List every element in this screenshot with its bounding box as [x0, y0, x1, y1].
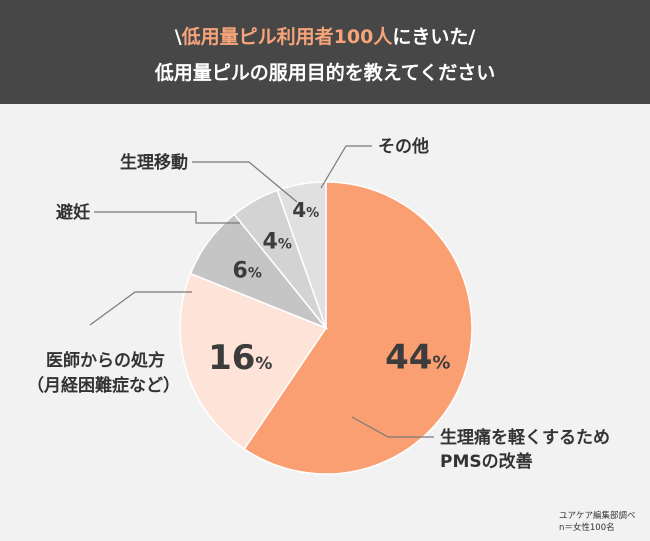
pie-slice [243, 181, 473, 475]
header-line-1: \低用量ピル利用者100人にきいた/ [0, 22, 650, 49]
sample-text: n＝女性100名 [559, 523, 615, 533]
category-label: その他 [378, 136, 429, 157]
source-text: ユアケア編集部調べ [559, 511, 636, 521]
header-slash-open: \ [174, 26, 182, 48]
category-labels: 生理痛を軽くするため PMSの改善 医師からの処方 （月経困難症など） 避妊 生理移動 その… [27, 136, 610, 472]
leader-lines [89, 145, 434, 438]
source-credit: ユアケア編集部調べ n＝女性100名 [559, 510, 636, 534]
category-label: 生理痛を軽くするため [440, 427, 610, 448]
leader-line [89, 291, 192, 326]
percent-label: 44% [385, 337, 450, 377]
category-label: 避妊 [56, 202, 90, 223]
chart-title: 低用量ピルの服用目的を教えてください [154, 62, 496, 84]
percent-labels: 44%16%6%4%4% [208, 198, 450, 378]
category-label: （月経困難症など） [27, 375, 180, 396]
category-label: 医師からの処方 [46, 350, 165, 371]
chart-header: \低用量ピル利用者100人にきいた/ 低用量ピルの服用目的を教えてください [0, 0, 650, 104]
category-label: 生理移動 [120, 152, 188, 173]
header-line1-rest: にきいた [392, 26, 469, 48]
pie-slice [276, 181, 327, 329]
header-slash-close: / [468, 26, 476, 48]
leader-line [320, 145, 372, 189]
leader-line [351, 416, 434, 438]
category-label: PMSの改善 [440, 451, 533, 472]
header-highlight: 低用量ピル利用者100人 [181, 26, 393, 48]
leader-line [94, 211, 240, 224]
pie-slices [179, 181, 473, 475]
leader-line [192, 161, 298, 203]
